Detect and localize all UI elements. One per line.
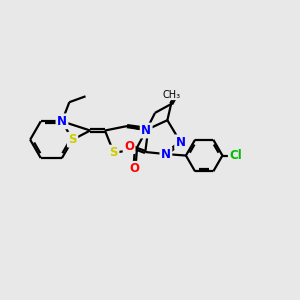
Text: S: S — [68, 133, 77, 146]
Text: N: N — [176, 136, 186, 149]
Text: N: N — [161, 148, 171, 160]
Text: S: S — [110, 146, 118, 159]
Text: N: N — [57, 115, 67, 128]
Text: O: O — [124, 140, 134, 153]
Text: O: O — [129, 162, 140, 175]
Text: Cl: Cl — [229, 149, 242, 162]
Text: N: N — [141, 124, 151, 137]
Text: CH₃: CH₃ — [163, 90, 181, 100]
